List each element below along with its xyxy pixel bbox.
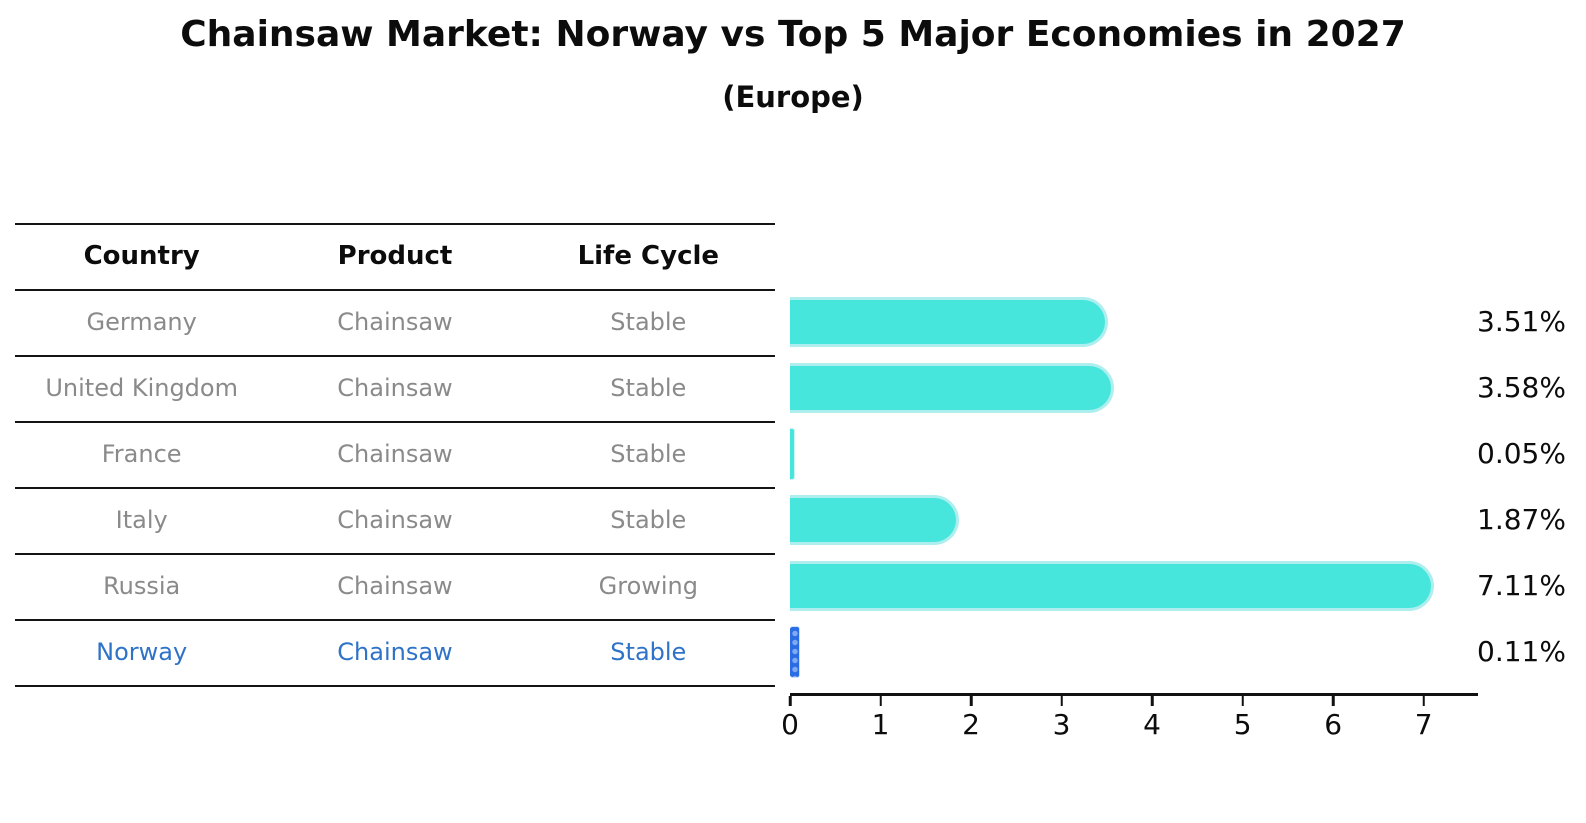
value-label-italy: 1.87% [1477, 503, 1566, 536]
cell-product: Chainsaw [337, 374, 453, 402]
cell-country: Russia [103, 572, 181, 600]
bar-united-kingdom [790, 363, 1115, 413]
bar-row-italy [790, 487, 1478, 553]
table-row: Germany Chainsaw Stable [15, 291, 775, 357]
x-axis-tick-label: 3 [1052, 708, 1071, 741]
bar-norway [790, 626, 800, 678]
chart-title: Chainsaw Market: Norway vs Top 5 Major E… [180, 14, 1406, 55]
cell-product: Chainsaw [337, 506, 453, 534]
column-header-life-cycle: Life Cycle [577, 241, 720, 271]
cell-country: United Kingdom [45, 374, 238, 402]
bar-row-united-kingdom [790, 355, 1478, 421]
x-axis-line [790, 693, 1478, 696]
cell-life-cycle: Stable [610, 638, 687, 666]
x-axis-tick-label: 7 [1414, 708, 1433, 741]
x-axis-tick [879, 696, 882, 706]
table-row: Russia Chainsaw Growing [15, 555, 775, 621]
x-axis-tick [1060, 696, 1063, 706]
cell-product: Chainsaw [337, 440, 453, 468]
x-axis-tick-label: 4 [1143, 708, 1162, 741]
value-label-russia: 7.11% [1477, 569, 1566, 602]
x-axis-tick-label: 2 [962, 708, 980, 741]
x-axis-tick-label: 0 [781, 708, 799, 741]
cell-life-cycle: Stable [610, 440, 687, 468]
cell-country: Germany [86, 308, 197, 336]
x-axis-tick [969, 696, 973, 706]
bar-france [790, 428, 795, 480]
bar-russia [790, 561, 1434, 611]
x-axis: 0 1 2 3 4 5 6 7 [781, 696, 1478, 756]
x-axis-tick [1241, 696, 1244, 706]
value-label-france: 0.05% [1477, 437, 1566, 470]
table-row: France Chainsaw Stable [15, 423, 775, 489]
x-axis-tick [1331, 696, 1335, 706]
cell-country: Norway [96, 638, 188, 666]
cell-life-cycle: Growing [598, 572, 698, 600]
bar-row-germany [790, 289, 1478, 355]
cell-product: Chainsaw [337, 572, 453, 600]
column-header-country: Country [83, 241, 200, 271]
cell-life-cycle: Stable [610, 308, 687, 336]
chart-subtitle: (Europe) [722, 80, 864, 114]
cell-life-cycle: Stable [610, 506, 687, 534]
bar-plot-area [790, 289, 1478, 685]
bar-italy [790, 495, 960, 545]
cell-country: Italy [115, 506, 168, 534]
value-label-germany: 3.51% [1477, 305, 1566, 338]
x-axis-tick [788, 696, 792, 706]
value-label-norway: 0.11% [1477, 635, 1566, 668]
bar-row-norway [790, 619, 1478, 685]
cell-product: Chainsaw [337, 308, 453, 336]
table-row: United Kingdom Chainsaw Stable [15, 357, 775, 423]
cell-product: Chainsaw [337, 638, 453, 666]
value-label-united-kingdom: 3.58% [1477, 371, 1566, 404]
cell-country: France [101, 440, 182, 468]
table-header-row: Country Product Life Cycle [15, 225, 775, 291]
bar-germany [790, 297, 1108, 347]
x-axis-tick-label: 1 [871, 708, 890, 741]
cell-life-cycle: Stable [610, 374, 687, 402]
x-axis-tick [1422, 696, 1425, 706]
x-axis-tick [1150, 696, 1154, 706]
bar-row-russia [790, 553, 1478, 619]
bar-row-france [790, 421, 1478, 487]
x-axis-tick-label: 5 [1233, 708, 1252, 741]
country-table: Country Product Life Cycle Germany Chain… [15, 223, 775, 687]
column-header-product: Product [337, 241, 453, 271]
table-row-norway-highlighted: Norway Chainsaw Stable [15, 621, 775, 687]
table-row: Italy Chainsaw Stable [15, 489, 775, 555]
x-axis-tick-label: 6 [1324, 708, 1343, 741]
